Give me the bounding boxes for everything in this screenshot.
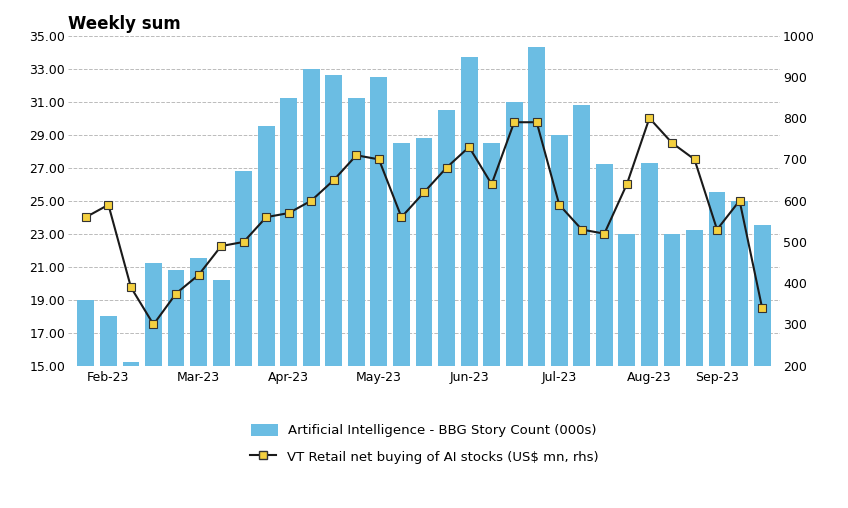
Bar [145,263,162,508]
Bar [573,105,590,508]
Bar [303,69,320,508]
Bar [596,164,613,508]
Bar [483,143,500,508]
Bar [371,77,388,508]
Bar [326,75,343,508]
Bar [641,163,658,508]
Bar [416,138,432,508]
Bar [100,316,117,508]
Bar [709,193,726,508]
Bar [528,47,545,508]
Bar [122,363,139,508]
Bar [77,300,94,508]
Bar [235,171,252,508]
Bar [393,143,410,508]
Bar [258,126,275,508]
Bar [663,234,680,508]
Bar [618,234,635,508]
Bar [190,259,207,508]
Bar [438,110,455,508]
Text: Weekly sum: Weekly sum [68,15,181,33]
Bar [281,98,297,508]
Bar [460,57,477,508]
Legend: VT Retail net buying of AI stocks (US$ mn, rhs): VT Retail net buying of AI stocks (US$ m… [244,445,604,469]
Bar [551,135,567,508]
Bar [213,280,230,508]
Bar [505,102,522,508]
Bar [348,98,365,508]
Bar [731,201,748,508]
Bar [686,230,703,508]
Bar [754,226,771,508]
Bar [168,270,185,508]
